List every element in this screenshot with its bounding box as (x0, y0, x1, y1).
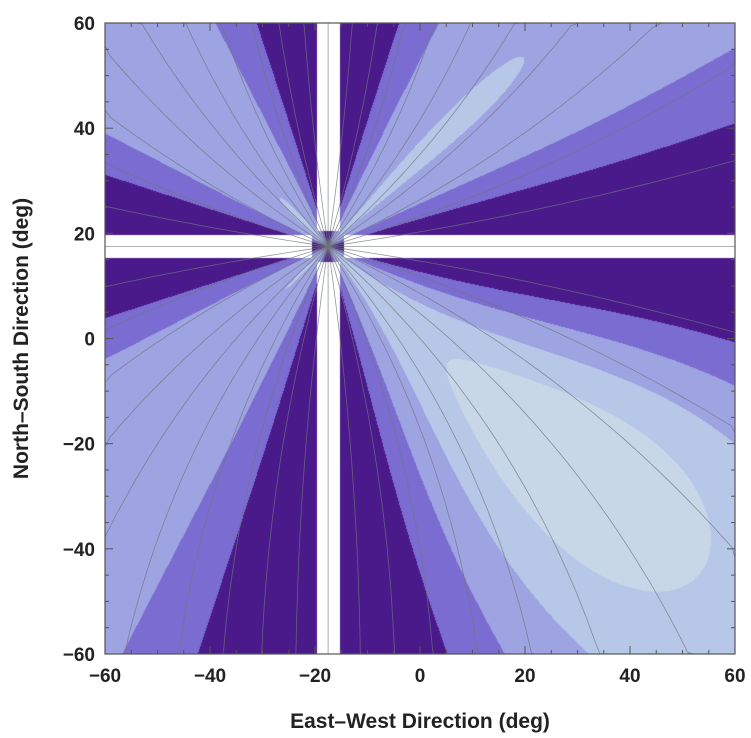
ticks (104, 22, 736, 655)
y-tick-label: 40 (74, 119, 95, 140)
plot-area (104, 22, 736, 655)
contour-line (327, 23, 736, 247)
y-tick-label: 0 (84, 330, 95, 351)
x-tick-label: 40 (619, 666, 640, 687)
x-tick-label: 20 (514, 666, 535, 687)
x-tick-label: 60 (724, 666, 745, 687)
y-tick-label: 60 (74, 14, 95, 35)
y-tick-label: −40 (63, 540, 95, 561)
contour-line (327, 246, 725, 655)
y-tick-labels: −60 −40 −20 0 20 40 60 (63, 14, 95, 666)
x-tick-label: −20 (299, 666, 331, 687)
y-tick-label: −60 (63, 645, 95, 666)
y-tick-label: −20 (63, 435, 95, 456)
x-tick-label: −60 (89, 666, 121, 687)
x-tick-label: −40 (194, 666, 226, 687)
y-axis-label: North–South Direction (deg) (10, 198, 33, 479)
y-tick-label: 20 (74, 224, 95, 245)
contour-line (104, 23, 329, 247)
x-axis-label: East–West Direction (deg) (290, 710, 550, 733)
x-tick-labels: −60 −40 −20 0 20 40 60 (89, 666, 746, 687)
x-tick-label: 0 (415, 666, 426, 687)
